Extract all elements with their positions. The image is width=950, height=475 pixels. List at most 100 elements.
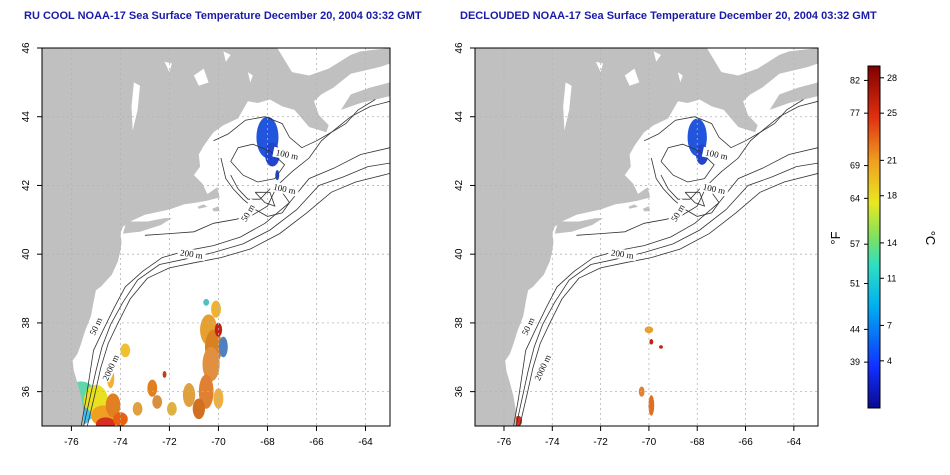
lake xyxy=(131,82,140,131)
isobath-label-bg xyxy=(100,352,122,383)
lat-tick-label: 38 xyxy=(454,317,465,329)
isobath-label-bg xyxy=(269,181,300,197)
colorbar-gradient xyxy=(867,65,881,409)
f-tick-label: 69 xyxy=(850,161,860,171)
isobath-line xyxy=(213,99,376,149)
panel-title-left: RU COOL NOAA-17 Sea Surface Temperature … xyxy=(24,10,422,22)
land-mass xyxy=(475,48,818,426)
lon-tick-label: -72 xyxy=(162,437,177,448)
lon-tick-label: -70 xyxy=(211,437,226,448)
sst-patch xyxy=(198,374,214,409)
isobath-line xyxy=(86,173,390,426)
f-tick-label: 51 xyxy=(850,279,860,289)
nova-scotia-coast xyxy=(341,82,390,110)
f-tick-label: 44 xyxy=(850,324,860,334)
lon-tick-label: -68 xyxy=(690,437,705,448)
lake xyxy=(247,72,253,83)
lat-tick-label: 40 xyxy=(454,248,465,260)
isobath-label-bg xyxy=(85,311,107,342)
long-island xyxy=(122,218,172,234)
sst-patch xyxy=(162,371,167,378)
lat-tick-label: 38 xyxy=(21,317,32,329)
lon-tick-label: -64 xyxy=(787,437,802,448)
isobath-line xyxy=(230,143,286,183)
f-tick-label: 39 xyxy=(850,357,860,367)
isobath-label-bg xyxy=(701,146,732,163)
isobath-label-bg xyxy=(176,247,207,262)
panel-title-right: DECLOUDED NOAA-17 Sea Surface Temperatur… xyxy=(460,10,877,22)
isobath-line xyxy=(83,162,390,426)
isobath-line xyxy=(650,157,720,217)
f-tick-label: 64 xyxy=(850,193,860,203)
lake xyxy=(193,68,209,86)
isobath-line xyxy=(80,147,390,426)
isobath-label-bg xyxy=(666,198,690,228)
isobath-label-bg xyxy=(272,146,302,163)
island xyxy=(642,206,651,212)
isobath-line xyxy=(220,157,290,217)
lat-tick-label: 42 xyxy=(454,179,465,191)
map-frame xyxy=(474,47,819,427)
lon-tick-label: -66 xyxy=(309,437,324,448)
isobath-label: 100 m xyxy=(702,182,726,197)
c-tick-label: 14 xyxy=(887,238,897,248)
lon-tick-label: -68 xyxy=(260,437,275,448)
sst-patch xyxy=(192,398,205,420)
c-tick-label: 18 xyxy=(887,191,897,201)
lake xyxy=(223,51,231,62)
isobath-label-bg xyxy=(607,247,637,262)
c-unit-label: °C xyxy=(923,231,938,246)
c-tick-label: 25 xyxy=(887,108,897,118)
sst-patch xyxy=(152,395,163,409)
sst-patch xyxy=(211,300,221,318)
sst-patch xyxy=(182,383,196,408)
map-frame xyxy=(41,47,391,427)
lake xyxy=(624,68,640,86)
f-tick-label: 57 xyxy=(850,239,860,249)
lon-tick-label: -76 xyxy=(497,437,512,448)
isobath-label: 100 m xyxy=(275,147,299,162)
isobath-line xyxy=(513,147,818,426)
lat-tick-label: 36 xyxy=(21,386,32,398)
isobath-label: 200 m xyxy=(180,248,204,261)
island xyxy=(212,206,220,212)
isobath-label: 200 m xyxy=(610,248,634,261)
sst-patch xyxy=(649,339,654,345)
c-tick-label: 21 xyxy=(887,155,897,165)
sst-patch xyxy=(105,393,121,418)
nova-scotia-coast xyxy=(769,82,818,110)
sst-patch xyxy=(147,379,158,397)
sst-patch xyxy=(132,401,143,416)
sst-patch xyxy=(648,395,655,416)
c-tick-label: 7 xyxy=(887,320,892,330)
lon-tick-label: -64 xyxy=(358,437,373,448)
lon-tick-label: -74 xyxy=(545,437,560,448)
c-tick-label: 11 xyxy=(887,273,896,283)
lon-tick-label: -74 xyxy=(113,437,128,448)
lat-tick-label: 36 xyxy=(454,386,465,398)
island xyxy=(197,204,208,209)
sst-patch xyxy=(166,401,177,416)
isobath-line xyxy=(254,191,276,207)
lat-tick-label: 46 xyxy=(21,42,32,54)
f-tick-label: 82 xyxy=(850,75,860,85)
long-island xyxy=(554,218,603,234)
lon-tick-label: -76 xyxy=(64,437,79,448)
isobath-label-bg xyxy=(236,198,260,228)
lake xyxy=(653,51,661,62)
lake xyxy=(164,61,172,73)
land-mass xyxy=(42,48,390,426)
lon-tick-label: -66 xyxy=(738,437,753,448)
lake xyxy=(595,61,603,73)
sst-patch xyxy=(202,346,220,382)
isobath-label: 100 m xyxy=(272,182,296,197)
isobath-line xyxy=(684,191,706,207)
sst-patch xyxy=(659,345,663,349)
lake xyxy=(677,72,683,83)
colorbar: 28 25 21 18 14 11 7 4 82 77 69 64 57 51 44 39 °F °C xyxy=(828,65,938,409)
lon-tick-label: -72 xyxy=(593,437,608,448)
isobath-label-bg xyxy=(517,311,539,342)
isobath-line xyxy=(660,143,715,183)
